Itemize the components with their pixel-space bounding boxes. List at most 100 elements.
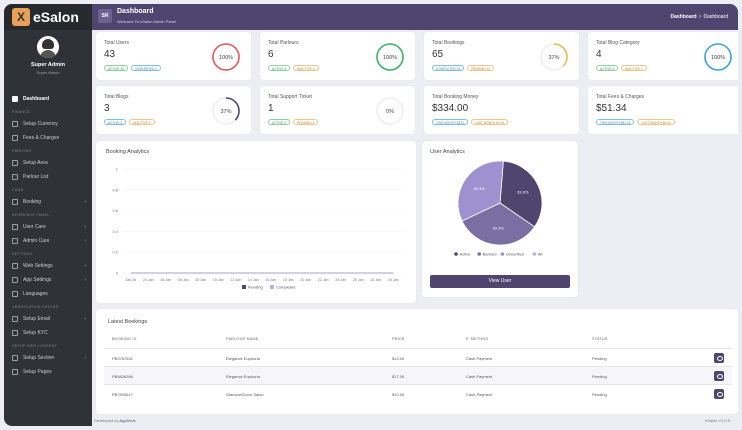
- header-badge[interactable]: SR: [98, 9, 112, 23]
- app-settings-icon: [12, 277, 18, 283]
- logo-text: eSalon: [33, 9, 79, 25]
- status-badge: INACTIVE 0: [293, 65, 319, 71]
- table-row: PB3787541 Elegance Euphoria $13.00 Cash Pay…: [104, 348, 732, 366]
- x-tick-label: 30 Jan: [388, 278, 399, 282]
- x-tick-label: 12 Jan: [230, 278, 241, 282]
- y-tick-label: 1: [116, 167, 119, 172]
- stat-label: Total Support Ticket: [268, 94, 312, 100]
- latest-bookings-title: Latest Bookings: [108, 319, 148, 325]
- table-row: PB7593617 GlamourGrove Salon $10.00 Cash Pa…: [104, 384, 732, 402]
- stat-label: Total Parlours: [268, 40, 299, 46]
- progress-ring-arc: [704, 43, 732, 71]
- status-badge: ACTIVE 4: [596, 65, 619, 71]
- profile: Super Admin Super Admin: [4, 30, 92, 92]
- status-badge: ACTIVE 43: [104, 65, 128, 71]
- breadcrumb-separator: >: [698, 14, 702, 20]
- status-badge: COMPLETED 24: [432, 65, 465, 71]
- profile-role: Super Admin: [36, 70, 60, 75]
- sidebar-item-admin-care[interactable]: Admin Care ›: [4, 234, 92, 248]
- booking-analytics-chart: 0 0.2 0.4 0.6 0.8 1 Jan 26 24 Jan 26 Jan 28 Jan 30…: [112, 167, 402, 290]
- view-user-button[interactable]: View User: [430, 275, 570, 288]
- view-booking-button[interactable]: [714, 371, 724, 381]
- stat-pills: ACTIVE 3 INACTIVE 0: [104, 119, 155, 125]
- progress-ring-label: 100%: [383, 55, 397, 61]
- sidebar-item-booking[interactable]: Booking ›: [4, 195, 92, 209]
- profile-name: Super Admin: [30, 62, 66, 68]
- x-tick-label: 20 Jan: [300, 278, 311, 282]
- sidebar-nav: Dashboard FINANCE Setup Currency Fees & Cha…: [4, 92, 92, 379]
- user-care-icon: [12, 224, 18, 230]
- sidebar-item-label: Setup Area: [23, 160, 48, 166]
- sidebar-item-web-settings[interactable]: Web Settings ›: [4, 259, 92, 273]
- stat-value: 43: [104, 49, 116, 60]
- page-subtitle: Welcome To eSalon Admin Panel: [117, 19, 176, 24]
- dashboard-icon: [12, 96, 18, 102]
- setup-currency-icon: [12, 121, 18, 127]
- sidebar-item-label: Setup Email: [23, 316, 50, 322]
- x-tick-label: 24 Jan: [143, 278, 154, 282]
- chevron-right-icon: ›: [84, 355, 86, 361]
- cell-method: Cash Payment: [466, 374, 493, 379]
- sidebar-section-verification-center: VERIFICATION CENTER: [12, 305, 59, 309]
- stat-label: Total Booking Money: [432, 94, 479, 100]
- sidebar-item-languages[interactable]: Languages: [4, 287, 92, 301]
- sidebar-item-label: Fees & Charges: [23, 135, 60, 141]
- view-booking-button[interactable]: [714, 353, 724, 363]
- sidebar-item-app-settings[interactable]: App Settings ›: [4, 273, 92, 287]
- sidebar-item-fees-charges[interactable]: Fees & Charges: [4, 131, 92, 145]
- legend-swatch: [242, 285, 246, 289]
- view-booking-button[interactable]: [714, 389, 724, 399]
- sidebar: X eSalon Super Admin Super Admin Dashboa…: [4, 4, 92, 426]
- sidebar-section-interface-panel: INTERFACE PANEL: [12, 213, 50, 217]
- status-badge: ACTIVE 6: [268, 65, 291, 71]
- top-header: SR Dashboard Welcome To eSalon Admin Pan…: [92, 4, 738, 30]
- status-badge: PENDING 41: [467, 65, 495, 71]
- setup-pages-icon: [12, 369, 18, 375]
- footer-brand-link[interactable]: AppDevs: [119, 418, 136, 423]
- sidebar-item-setup-pages[interactable]: Setup Pages: [4, 365, 92, 379]
- latest-bookings-card: Latest Bookings BOOKING ID PARLOUR NAME PR…: [96, 309, 738, 414]
- sidebar-item-setup-currency[interactable]: Setup Currency: [4, 117, 92, 131]
- stat-pills: ACTIVE 6 INACTIVE 0: [268, 65, 319, 71]
- breadcrumb: Dashboard > Dashboard: [670, 14, 728, 20]
- legend-swatch: [270, 285, 274, 289]
- sidebar-section-finance: FINANCE: [12, 110, 31, 114]
- stat-label: Total Blogs: [104, 94, 129, 100]
- sidebar-item-label: User Care: [23, 224, 46, 230]
- status-badge: INACTIVE 0: [621, 65, 647, 71]
- x-tick-label: 28 Jan: [178, 278, 189, 282]
- setup-email-icon: [12, 316, 18, 322]
- sidebar-item-setup-email[interactable]: Setup Email ›: [4, 312, 92, 326]
- column-header-booking-id: BOOKING ID: [112, 337, 137, 341]
- cell-parlour: Elegance Euphoria: [226, 356, 260, 361]
- chevron-right-icon: ›: [84, 199, 86, 205]
- setup-kyc-icon: [12, 330, 18, 336]
- sidebar-item-label: Booking: [23, 199, 42, 205]
- cell-id: PB7593617: [112, 392, 133, 397]
- sidebar-item-label: App Settings: [23, 277, 52, 283]
- cell-price: $13.00: [392, 356, 405, 361]
- sidebar-item-label: Web Settings: [23, 263, 53, 269]
- sidebar-item-setup-section[interactable]: Setup Section ›: [4, 351, 92, 365]
- legend-label: Banned: [483, 252, 497, 257]
- legend-swatch: [532, 252, 537, 256]
- y-tick-label: 0: [116, 271, 119, 276]
- x-tick-label: 30 Jan: [195, 278, 206, 282]
- sidebar-item-user-care[interactable]: User Care ›: [4, 220, 92, 234]
- status-badge: ACTIVE 0: [268, 119, 291, 125]
- y-tick-label: 0.8: [112, 187, 118, 192]
- sidebar-item-dashboard[interactable]: Dashboard: [4, 92, 92, 106]
- fees-charges-icon: [12, 135, 18, 141]
- sidebar-item-label: Setup Currency: [23, 121, 58, 127]
- stat-label: Total Fees & Charges: [596, 94, 645, 100]
- logo[interactable]: X eSalon: [4, 4, 92, 30]
- breadcrumb-link[interactable]: Dashboard: [670, 14, 697, 20]
- sidebar-item-setup-area[interactable]: Setup Area: [4, 156, 92, 170]
- progress-ring-arc: [212, 43, 240, 71]
- sidebar-item-parlour-list[interactable]: Parlour List: [4, 170, 92, 184]
- sidebar-item-label: Languages: [23, 291, 48, 297]
- avatar[interactable]: [37, 36, 59, 58]
- cell-price: $10.00: [392, 392, 405, 397]
- sidebar-section-setup-web-content: SETUP WEB CONTENT: [12, 344, 58, 348]
- sidebar-item-setup-kyc[interactable]: Setup KYC: [4, 326, 92, 340]
